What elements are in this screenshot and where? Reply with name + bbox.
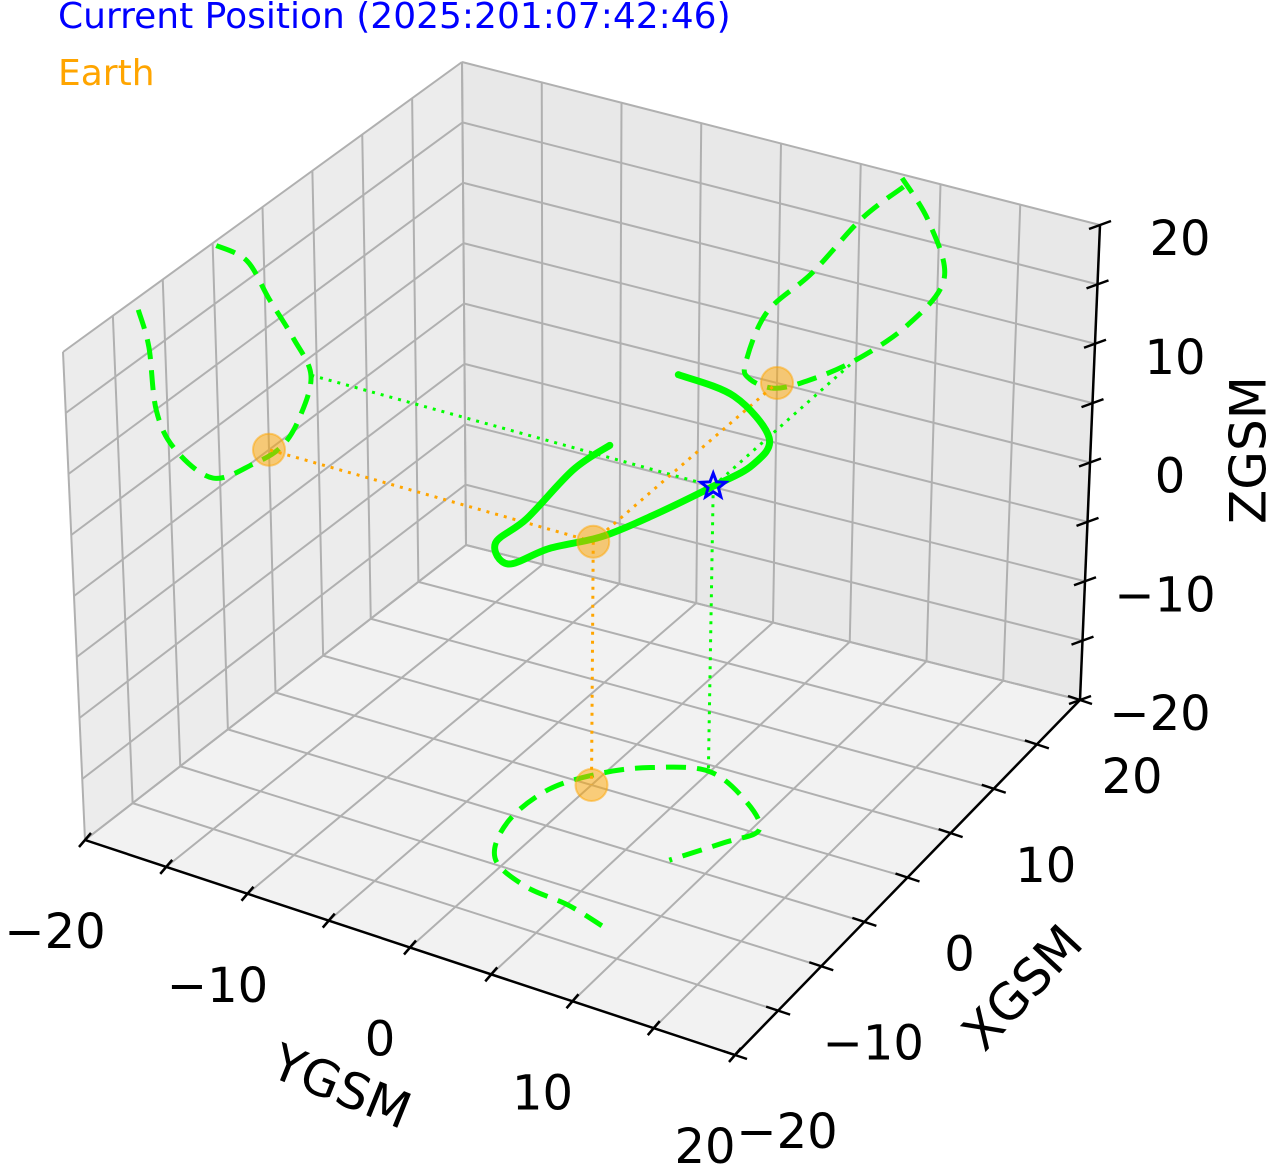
grid-line (62, 61, 463, 353)
y-tick-label: 10 (512, 1065, 573, 1121)
grid-line (571, 660, 928, 1002)
grid-line (464, 423, 1086, 583)
tick-mark (403, 939, 417, 956)
tick-mark (981, 783, 1007, 794)
grid-line (246, 582, 621, 895)
axis-label: ZGSM (1220, 376, 1278, 524)
projection-line (706, 486, 715, 772)
y-tick-label: 20 (674, 1119, 735, 1171)
trajectory-projection (491, 764, 763, 928)
tick-mark (159, 859, 174, 875)
z-tick-label: 20 (1149, 211, 1210, 267)
projection-line (310, 373, 714, 488)
grid-line (463, 242, 1093, 405)
legend-entry: Earth (58, 53, 155, 94)
grid-line (462, 121, 1098, 286)
legend-entry: Current Position (2025:201:07:42:46) (58, 0, 731, 37)
tick-mark (321, 912, 336, 929)
tick-mark (78, 832, 92, 848)
current-position-marker (696, 469, 730, 501)
grid-line (84, 544, 467, 841)
tick-mark (808, 961, 834, 972)
tick-mark (851, 916, 877, 928)
tick-mark (1071, 635, 1094, 646)
x-tick-label: 0 (944, 927, 975, 983)
x-tick-label: 20 (1101, 749, 1162, 805)
projection-marker (252, 432, 286, 467)
tick-mark (1088, 219, 1112, 231)
y-tick-label: −10 (167, 958, 268, 1014)
axis-label: YGSM (263, 1032, 419, 1140)
grid-line (76, 363, 466, 658)
tick-mark (240, 885, 255, 902)
tick-mark (1078, 457, 1102, 468)
x-tick-label: 10 (1015, 838, 1076, 894)
tick-mark (938, 827, 964, 839)
grid-line (465, 544, 1081, 701)
tick-mark (1083, 338, 1107, 349)
x-tick-label: −20 (736, 1104, 837, 1160)
grid-line (70, 242, 465, 536)
tick-mark (484, 966, 499, 983)
grid-line (462, 181, 1096, 345)
tick-mark (722, 1049, 748, 1061)
tick-mark (1076, 516, 1099, 528)
grid-line (461, 61, 1101, 226)
grid-line (653, 679, 1004, 1029)
trajectory-projection (135, 242, 314, 481)
tick-mark (1073, 576, 1097, 587)
floor-pane (85, 545, 1080, 1055)
grid-line (67, 181, 464, 475)
tick-mark (765, 1005, 791, 1016)
tick-mark (565, 993, 580, 1010)
y-tick-label: −20 (4, 904, 105, 960)
grid-line (78, 423, 466, 719)
z-tick-label: −20 (1109, 686, 1210, 742)
grid-line (464, 362, 1088, 523)
tick-mark (895, 872, 920, 883)
tick-mark (1068, 694, 1092, 706)
z-tick-label: 0 (1155, 449, 1186, 505)
tick-mark (1086, 279, 1109, 290)
projection-line (268, 448, 594, 544)
grid-line (81, 483, 467, 780)
grid-line (165, 563, 544, 868)
tick-mark (1081, 397, 1104, 409)
grid-line (65, 121, 464, 414)
projection-marker (574, 768, 609, 802)
tick-mark (646, 1020, 661, 1036)
grid-line (328, 602, 697, 922)
grid-line (490, 641, 851, 976)
x-tick-label: −10 (823, 1015, 924, 1071)
grid-line (465, 483, 1083, 642)
z-tick-label: 10 (1144, 330, 1205, 386)
projection-marker (760, 366, 794, 400)
y-tick-label: 0 (365, 1012, 396, 1068)
tick-mark (1024, 739, 1050, 750)
earth-marker (576, 524, 611, 559)
z-tick-label: −10 (1114, 567, 1215, 623)
